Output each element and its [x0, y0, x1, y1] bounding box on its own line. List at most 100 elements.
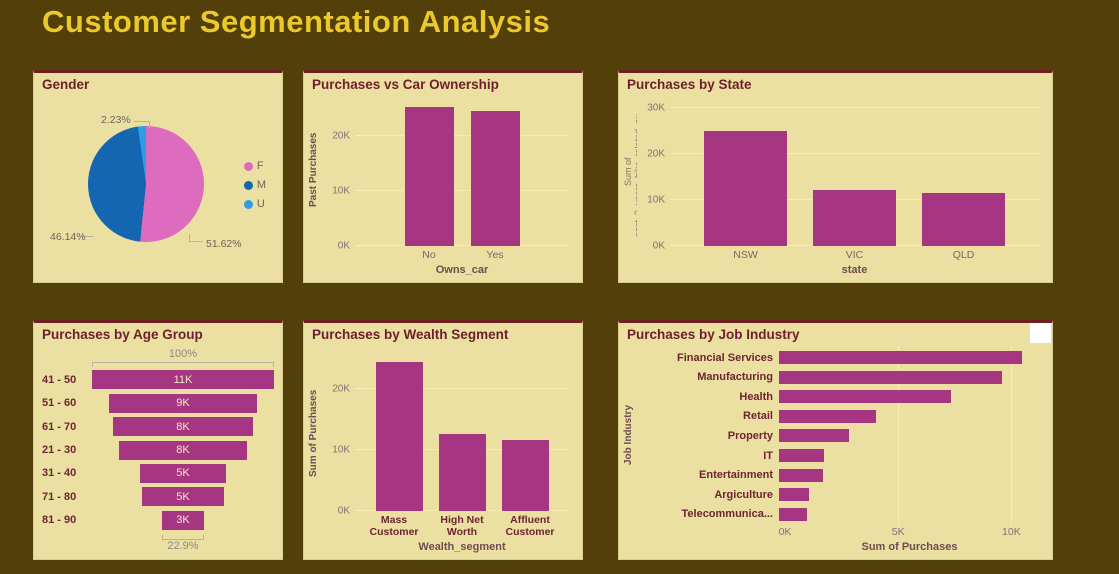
- bar-track: [779, 449, 1034, 462]
- y-tick-label: 10K: [332, 444, 350, 456]
- y-axis-label: Job Industry: [623, 404, 634, 465]
- gridline: 20K: [332, 131, 570, 142]
- funnel-value-label: 11K: [173, 373, 193, 386]
- bar-category-label: Retail: [743, 410, 773, 423]
- y-tick-label: 20K: [332, 383, 350, 395]
- funnel-header: 100%: [42, 348, 274, 368]
- funnel-bar-41-50[interactable]: 11K: [92, 370, 274, 390]
- funnel-bar-track: 8K: [92, 440, 274, 460]
- x-axis-ticks: 0K 5K 10K: [779, 526, 1034, 540]
- x-axis-label: Sum of Purchases: [861, 541, 958, 553]
- bar-Manufacturing[interactable]: [779, 370, 1002, 384]
- funnel-value-label: 3K: [176, 514, 190, 527]
- category-label: VIC: [845, 249, 864, 262]
- pie[interactable]: [88, 126, 204, 242]
- y-tick-label: 10K: [332, 185, 350, 197]
- gridline: 30K: [647, 102, 1040, 113]
- category-axis: Mass Customer High Net Worth Affluent Cust…: [356, 514, 568, 539]
- bar-track: [779, 409, 1034, 423]
- category-label: High Net Worth: [440, 513, 484, 539]
- funnel-row: 21 - 30 8K: [42, 439, 274, 461]
- funnel-top-bracket: [92, 362, 274, 368]
- pie-callout-u: 2.23%: [101, 114, 131, 126]
- funnel-bar-81-90[interactable]: 3K: [162, 510, 204, 530]
- legend-item-U[interactable]: U: [243, 198, 266, 210]
- corner-box: [1030, 323, 1051, 343]
- funnel-bar-track: 11K: [92, 370, 274, 390]
- panel-title-job-industry: Purchases by Job Industry: [627, 327, 800, 342]
- plot-area: Financial Services Manufacturing Health Ret…: [637, 346, 1044, 526]
- plot-area: 0K 10K 20K: [332, 353, 570, 516]
- funnel-value-label: 5K: [176, 467, 190, 480]
- bar-No[interactable]: [404, 107, 454, 247]
- funnel-row: 41 - 50 11K: [42, 369, 274, 391]
- legend-item-F[interactable]: F: [243, 160, 266, 172]
- y-tick-label: 0K: [337, 505, 350, 517]
- panel-title-age-group: Purchases by Age Group: [42, 327, 203, 342]
- wealth-segment-chart: Sum of Purchases 0K 10K 20K Mass Customer H…: [304, 344, 582, 559]
- funnel-category-label: 51 - 60: [42, 397, 77, 410]
- bar-category-label: Health: [739, 390, 773, 403]
- funnel-bar-31-40[interactable]: 5K: [139, 463, 227, 483]
- panel-state: Purchases by State Sum of past_3_years_b…: [618, 70, 1053, 283]
- y-tick-label: 20K: [647, 148, 665, 160]
- funnel-bar-21-30[interactable]: 8K: [119, 440, 247, 460]
- bar-Affluent Customer[interactable]: [501, 439, 549, 511]
- funnel-bottom-percent: 22.9%: [167, 539, 199, 552]
- page-title: Customer Segmentation Analysis: [42, 4, 551, 39]
- category-label: No: [422, 249, 436, 262]
- gridline: 0K: [338, 241, 570, 252]
- plot-area: 0K 10K 20K 30K: [647, 102, 1040, 252]
- bar-Mass Customer[interactable]: [375, 361, 423, 511]
- legend-label: F: [256, 160, 264, 172]
- category-label: Yes: [486, 249, 504, 262]
- car-ownership-chart: Past Purchases 0K 10K 20K No Yes Owns_car: [304, 94, 582, 282]
- funnel-bottom-bracket: [162, 534, 204, 540]
- legend-item-M[interactable]: M: [243, 179, 266, 191]
- funnel-bar-51-60[interactable]: 9K: [108, 393, 258, 413]
- bar-row: Financial Services: [637, 349, 1044, 367]
- bar-Property[interactable]: [779, 429, 849, 443]
- funnel-bar-71-80[interactable]: 5K: [141, 487, 225, 507]
- legend-label: U: [256, 198, 265, 210]
- funnel-category-label: 21 - 30: [42, 444, 77, 456]
- job-industry-chart: Job Industry Financial Services Manufactu…: [619, 344, 1052, 559]
- bar-category-label: Argiculture: [714, 488, 773, 501]
- funnel-bar-61-70[interactable]: 8K: [112, 417, 254, 437]
- panel-wealth-segment: Purchases by Wealth Segment Sum of Purch…: [303, 320, 583, 560]
- category-axis: NSW VIC QLD: [671, 249, 1038, 262]
- bar-Argiculture[interactable]: [779, 488, 810, 502]
- bar-track: [779, 468, 1034, 482]
- age-group-funnel-chart: 100% 41 - 50 11K 51 - 60 9K 61 - 70 8K 21 - 30 8…: [34, 344, 282, 559]
- funnel-category-label: 31 - 40: [42, 467, 77, 480]
- panel-age-group: Purchases by Age Group 100% 41 - 50 11K 51 …: [33, 320, 283, 560]
- funnel-category-label: 71 - 80: [42, 490, 77, 503]
- bar-track: [779, 370, 1034, 384]
- funnel-category-label: 41 - 50: [42, 373, 77, 386]
- bar-category-label: Entertainment: [699, 469, 773, 482]
- bar-VIC[interactable]: [813, 189, 896, 247]
- bar-Yes[interactable]: [470, 110, 520, 247]
- callout-line: [82, 236, 94, 237]
- bar-NSW[interactable]: [704, 131, 787, 247]
- bar-Health[interactable]: [779, 390, 951, 404]
- funnel-value-label: 9K: [176, 397, 190, 410]
- funnel-category-label: 61 - 70: [42, 420, 77, 433]
- bar-High Net Worth[interactable]: [438, 434, 486, 511]
- y-axis-label: Sum of past_3_years_bike_related_pu...: [623, 106, 637, 238]
- plot-area: 0K 10K 20K: [332, 103, 570, 252]
- panel-job-industry: Purchases by Job Industry Job Industry F…: [618, 320, 1053, 560]
- bar-row: Argiculture: [637, 486, 1044, 504]
- callout-line: [189, 234, 203, 242]
- bar-Entertainment[interactable]: [779, 468, 824, 482]
- bar-FinancialServices[interactable]: [779, 351, 1023, 365]
- bar-track: [779, 429, 1034, 443]
- bar-Retail[interactable]: [779, 409, 877, 423]
- bar-Telecommunica[interactable]: [779, 507, 807, 521]
- bar-IT[interactable]: [779, 449, 825, 462]
- bar-QLD[interactable]: [922, 192, 1005, 247]
- funnel-bar-track: 3K: [92, 510, 274, 530]
- bar-track: [779, 390, 1034, 404]
